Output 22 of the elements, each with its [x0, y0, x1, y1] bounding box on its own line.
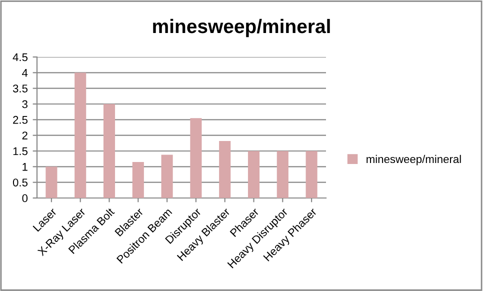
bar [306, 151, 318, 198]
bar [248, 151, 260, 198]
legend-label: minesweep/mineral [366, 154, 461, 166]
bar [219, 140, 231, 198]
bar [161, 154, 173, 198]
y-tick-label: 1 [22, 163, 28, 171]
y-tick-label: 2.5 [13, 116, 28, 124]
y-tick-label: 1.5 [13, 147, 28, 156]
y-tick-label: 0.5 [12, 178, 28, 186]
y-tick-label: 3.5 [12, 84, 28, 92]
y-tick-label: 2 [22, 132, 28, 140]
bar [103, 104, 116, 198]
y-tick-label: 4.5 [12, 53, 28, 62]
y-tick-label: 3 [22, 100, 28, 108]
bar [190, 118, 202, 198]
y-tick-label: 4 [22, 69, 28, 77]
bar [276, 151, 288, 198]
y-tick-label: 0 [22, 194, 28, 202]
bar [74, 72, 86, 198]
bar [132, 162, 144, 198]
bar [46, 166, 58, 198]
chart-title: minesweep/mineral [153, 18, 330, 38]
